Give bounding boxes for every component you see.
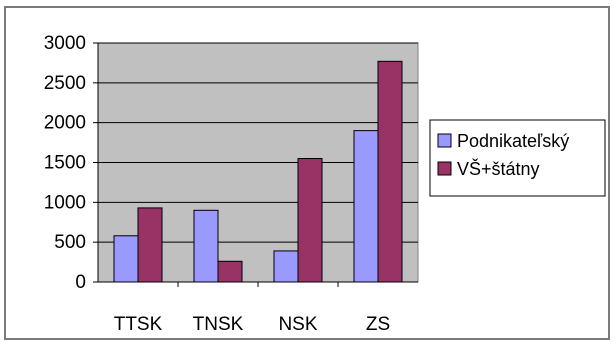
y-tick-label: 3000 bbox=[44, 33, 86, 54]
bar-zs-series-1 bbox=[353, 130, 379, 283]
y-tick-label: 1000 bbox=[44, 192, 86, 213]
legend-box bbox=[429, 119, 606, 197]
bar-tnsk-series-1 bbox=[193, 209, 219, 283]
legend-label: Podnikateľský bbox=[457, 131, 569, 151]
x-category-label: ZS bbox=[366, 314, 390, 335]
legend: Podnikateľský VŠ+štátny bbox=[429, 119, 606, 197]
plot-area: 0 500 1000 1500 2000 2500 3000 TTSK TNSK NSK ZS bbox=[44, 33, 419, 335]
x-category-label: NSK bbox=[278, 314, 317, 335]
y-tick-label: 500 bbox=[54, 232, 86, 253]
y-tick-label: 0 bbox=[75, 272, 86, 293]
legend-swatch bbox=[437, 161, 452, 176]
bar-zs-series-2 bbox=[377, 60, 403, 283]
x-category-label: TNSK bbox=[193, 314, 244, 335]
bar-nsk-series-2 bbox=[297, 158, 323, 283]
bar-nsk-series-1 bbox=[273, 250, 299, 283]
y-tick-label: 2000 bbox=[44, 113, 86, 134]
x-category-label: TTSK bbox=[114, 314, 163, 335]
bar-tnsk-series-2 bbox=[217, 260, 243, 283]
y-tick-label: 1500 bbox=[44, 153, 86, 174]
bar-ttsk-series-2 bbox=[137, 207, 163, 283]
legend-label: VŠ+štátny bbox=[457, 158, 540, 179]
legend-swatch bbox=[437, 133, 452, 148]
bar-ttsk-series-1 bbox=[113, 235, 139, 283]
y-tick-label: 2500 bbox=[44, 73, 86, 94]
